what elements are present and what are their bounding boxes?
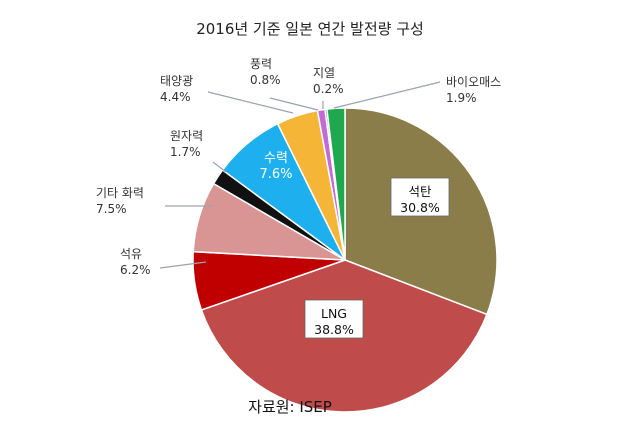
- slice-name-wind: 풍력: [250, 57, 272, 71]
- slice-percent-solar: 4.4%: [160, 90, 191, 104]
- slice-name-lng: LNG: [321, 306, 347, 321]
- slice-name-nuclear: 원자력: [170, 129, 203, 143]
- slice-percent-wind: 0.8%: [250, 73, 281, 87]
- leader-lines: [159, 81, 441, 269]
- leader-line-nuclear: [212, 161, 227, 173]
- label-box-lng: [304, 299, 364, 339]
- slice-name-geothermal: 지열: [313, 66, 335, 80]
- leader-line-oil: [159, 261, 207, 269]
- pie-slice-biomass: [326, 107, 346, 261]
- slice-percent-lng: 38.8%: [314, 322, 354, 337]
- slice-percent-geothermal: 0.2%: [313, 82, 344, 96]
- slice-percent-coal: 30.8%: [400, 200, 440, 215]
- pie-slices: [192, 107, 498, 413]
- leader-line-wind: [269, 97, 319, 111]
- slice-percent-hydro: 7.6%: [259, 167, 292, 182]
- slice-name-oil: 석유: [120, 247, 142, 261]
- slice-percent-oil: 6.2%: [120, 263, 151, 277]
- slice-percent-biomass: 1.9%: [446, 91, 477, 105]
- source-note: 자료원: ISEP: [248, 398, 332, 416]
- leader-line-solar: [207, 91, 294, 114]
- slice-percent-nuclear: 1.7%: [170, 145, 201, 159]
- slice-name-hydro: 수력: [264, 151, 288, 166]
- slice-name-other-thermal: 기타 화력: [96, 186, 144, 200]
- label-box-coal: [390, 177, 450, 217]
- slice-name-biomass: 바이오매스: [446, 75, 501, 89]
- leader-line-biomass: [333, 81, 441, 109]
- chart-title: 2016년 기준 일본 연간 발전량 구성: [196, 20, 424, 38]
- slice-name-coal: 석탄: [408, 184, 432, 199]
- slice-name-solar: 태양광: [160, 74, 193, 88]
- slice-percent-other-thermal: 7.5%: [96, 202, 127, 216]
